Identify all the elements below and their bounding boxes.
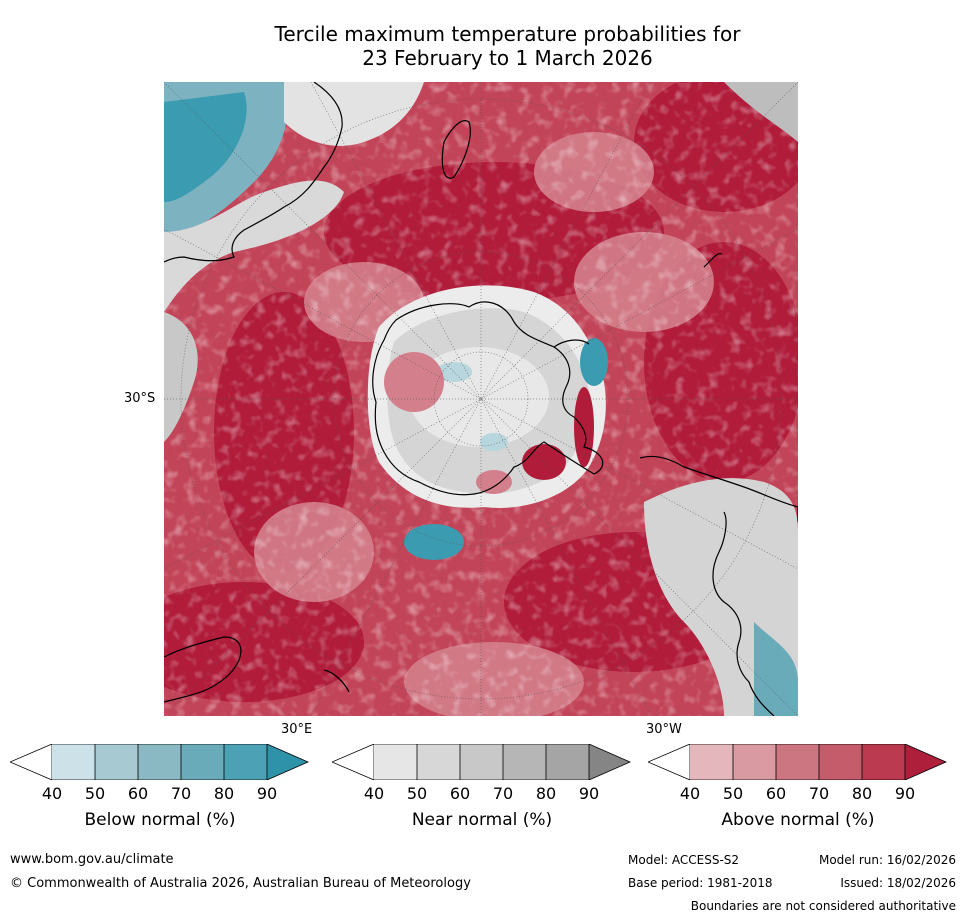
- lon-label-30e: 30°E: [281, 722, 313, 737]
- colorbar-above-normal: [648, 744, 947, 780]
- tick-50: 50: [722, 784, 744, 803]
- legend-title-below: Below normal (%): [84, 810, 236, 830]
- model-name: Model: ACCESS-S2: [628, 853, 740, 867]
- title-line-2: 23 February to 1 March 2026: [362, 46, 653, 70]
- graticule: [164, 82, 798, 716]
- title-line-1: Tercile maximum temperature probabilitie…: [274, 22, 741, 46]
- lon-label-30w: 30°W: [646, 722, 682, 737]
- madagascar-coastline: [441, 120, 471, 179]
- below-normal-region-africa: [164, 82, 288, 242]
- tick-70: 70: [808, 784, 830, 803]
- base-period: Base period: 1981-2018: [628, 876, 773, 890]
- coastlines: [164, 82, 798, 716]
- africa-coastline: [164, 82, 343, 263]
- tick-40: 40: [363, 784, 385, 803]
- antarctica-coastline: [372, 301, 604, 496]
- tick-60: 60: [449, 784, 471, 803]
- tick-60: 60: [127, 784, 149, 803]
- website-link[interactable]: www.bom.gov.au/climate: [10, 852, 174, 867]
- tick-40: 40: [41, 784, 63, 803]
- legend-title-near: Near normal (%): [411, 810, 553, 830]
- copyright-notice: © Commonwealth of Australia 2026, Austra…: [10, 876, 471, 891]
- tick-50: 50: [406, 784, 428, 803]
- australia-coastline: [164, 636, 242, 703]
- legend-title-above: Above normal (%): [721, 810, 875, 830]
- south-polar-map: [164, 82, 798, 716]
- tick-80: 80: [851, 784, 873, 803]
- tick-80: 80: [535, 784, 557, 803]
- colorbar-below-normal: [10, 744, 309, 780]
- issued-date: Issued: 18/02/2026: [840, 876, 956, 890]
- tick-60: 60: [765, 784, 787, 803]
- new-zealand-coastline: [323, 253, 723, 693]
- south-america-coastline: [639, 455, 798, 716]
- tick-80: 80: [213, 784, 235, 803]
- tick-90: 90: [578, 784, 600, 803]
- boundaries-disclaimer: Boundaries are not considered authoritat…: [690, 899, 956, 913]
- model-run-date: Model run: 16/02/2026: [818, 853, 956, 867]
- antarctica-region: [367, 285, 608, 560]
- tick-40: 40: [679, 784, 701, 803]
- tick-90: 90: [256, 784, 278, 803]
- tick-70: 70: [492, 784, 514, 803]
- tick-70: 70: [170, 784, 192, 803]
- map-title: Tercile maximum temperature probabilitie…: [0, 22, 965, 70]
- near-normal-region-west: [164, 180, 344, 312]
- tick-50: 50: [84, 784, 106, 803]
- lat-label-30s: 30°S: [124, 391, 156, 406]
- tick-90: 90: [894, 784, 916, 803]
- colorbar-near-normal: [332, 744, 631, 780]
